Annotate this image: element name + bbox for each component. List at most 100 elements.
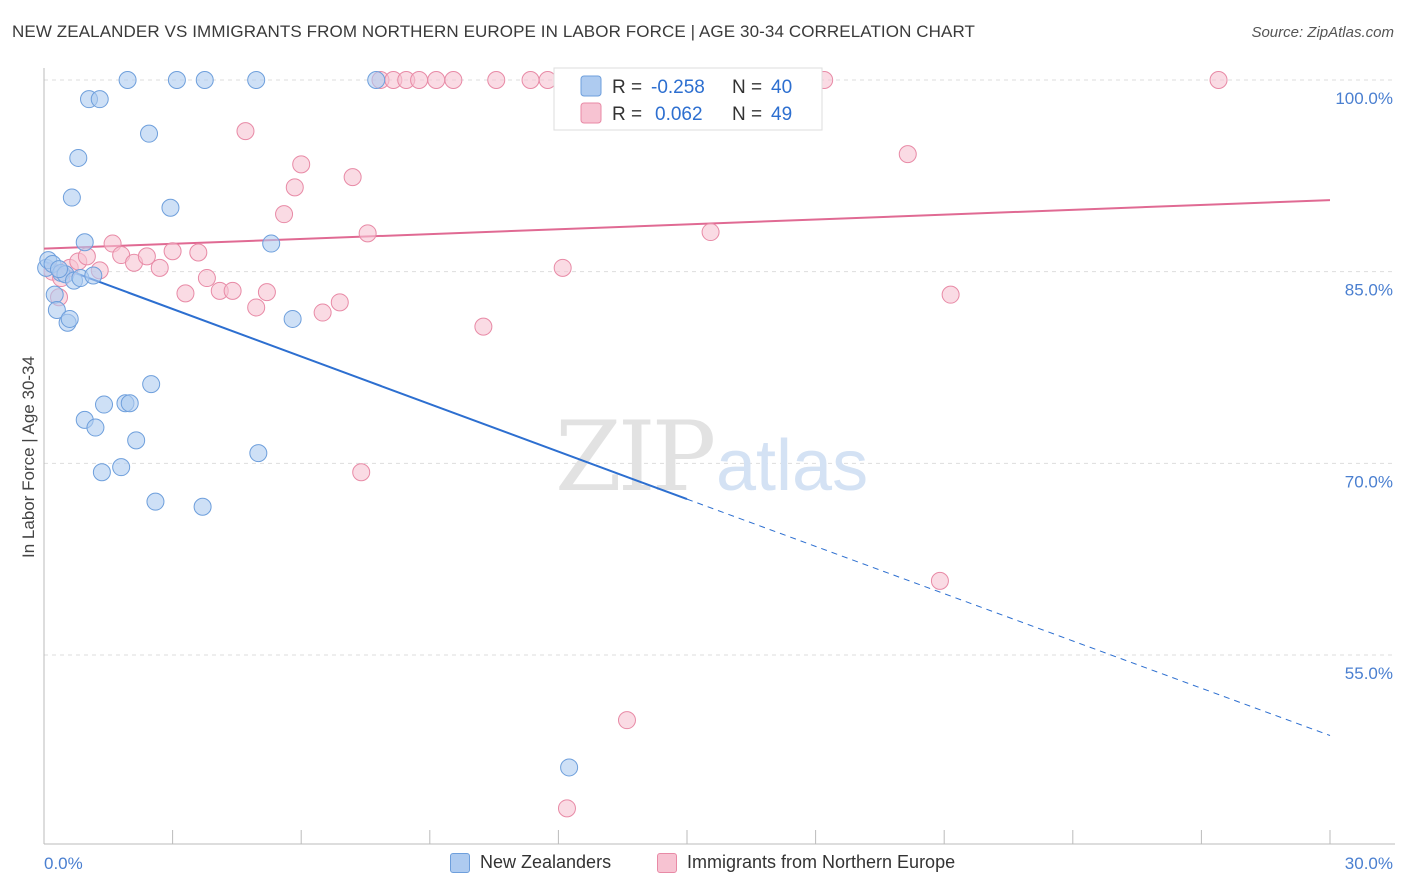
axes [43, 68, 1395, 845]
data-point-new-zealanders [367, 71, 386, 89]
legend-r-value-blue: -0.258 [651, 77, 705, 98]
legend-n-value-blue: 40 [771, 77, 792, 98]
data-point-immigrants-northern-europe [1209, 71, 1228, 89]
data-point-new-zealanders [161, 198, 180, 217]
data-point-new-zealanders [560, 758, 579, 777]
data-point-new-zealanders [62, 188, 81, 207]
legend-r-label-pink: R = [612, 104, 642, 125]
data-point-new-zealanders [50, 260, 69, 279]
data-point-immigrants-northern-europe [941, 285, 960, 304]
gridlines [44, 79, 1395, 656]
data-point-immigrants-northern-europe [427, 71, 446, 89]
data-point-immigrants-northern-europe [313, 303, 332, 322]
data-point-new-zealanders [95, 395, 114, 414]
legend-r-value-pink: 0.062 [655, 104, 703, 125]
series-new-zealanders [37, 71, 579, 777]
watermark-atlas: atlas [716, 426, 868, 506]
y-axis-label: In Labor Force | Age 30-34 [19, 356, 38, 558]
y-tick-label: 70.0% [1345, 472, 1393, 491]
data-point-new-zealanders [69, 148, 88, 167]
data-point-immigrants-northern-europe [410, 71, 429, 89]
legend-swatch-pink [580, 102, 602, 124]
data-point-new-zealanders [90, 90, 109, 109]
data-point-new-zealanders [140, 124, 159, 143]
data-point-new-zealanders [195, 71, 214, 89]
legend-n-label-blue: N = [732, 77, 762, 98]
data-point-immigrants-northern-europe [223, 281, 242, 300]
data-point-new-zealanders [60, 309, 79, 328]
data-point-immigrants-northern-europe [352, 463, 371, 482]
data-point-immigrants-northern-europe [176, 284, 195, 303]
data-point-new-zealanders [262, 234, 281, 253]
data-point-new-zealanders [86, 418, 105, 437]
data-point-new-zealanders [45, 285, 64, 304]
chart-title: NEW ZEALANDER VS IMMIGRANTS FROM NORTHER… [12, 22, 976, 41]
data-point-immigrants-northern-europe [474, 317, 493, 336]
watermark-zip: ZIP [555, 401, 714, 513]
data-point-immigrants-northern-europe [275, 205, 294, 224]
legend-label-immigrants-northern-europe: Immigrants from Northern Europe [687, 852, 956, 872]
data-point-immigrants-northern-europe [521, 71, 540, 89]
data-point-immigrants-northern-europe [701, 223, 720, 242]
data-point-new-zealanders [247, 71, 266, 89]
data-point-new-zealanders [142, 375, 161, 394]
data-point-immigrants-northern-europe [330, 293, 349, 312]
data-point-immigrants-northern-europe [898, 145, 917, 164]
x-tick-label: 0.0% [44, 854, 83, 873]
legend-swatch-blue [580, 75, 602, 97]
legend-r-label-blue: R = [612, 77, 642, 98]
legend-item-immigrants-northern-europe[interactable]: Immigrants from Northern Europe [657, 852, 955, 873]
data-point-new-zealanders [167, 71, 186, 89]
y-tick-labels: 100.0% 85.0% 70.0% 55.0% [1335, 89, 1393, 683]
data-point-new-zealanders [146, 492, 165, 511]
data-point-immigrants-northern-europe [189, 243, 208, 262]
data-point-immigrants-northern-europe [358, 224, 377, 243]
data-point-immigrants-northern-europe [257, 283, 276, 302]
data-point-immigrants-northern-europe [247, 298, 266, 317]
data-point-immigrants-northern-europe [137, 247, 156, 266]
data-point-immigrants-northern-europe [197, 269, 216, 288]
data-point-immigrants-northern-europe [285, 178, 304, 197]
correlation-legend: R = -0.258 N = 40 R = 0.062 N = 49 [553, 67, 823, 131]
data-point-immigrants-northern-europe [487, 71, 506, 89]
data-point-immigrants-northern-europe [444, 71, 463, 89]
legend-n-value-pink: 49 [771, 104, 792, 125]
data-point-immigrants-northern-europe [163, 242, 182, 261]
data-point-new-zealanders [75, 233, 94, 252]
data-point-immigrants-northern-europe [236, 122, 255, 141]
legend-swatch-immigrants-northern-europe [657, 852, 677, 873]
trend-lines [43, 199, 1331, 736]
data-point-new-zealanders [249, 444, 268, 463]
data-point-new-zealanders [92, 463, 111, 482]
x-tick-label: 30.0% [1345, 854, 1393, 873]
data-point-new-zealanders [120, 394, 139, 413]
data-point-new-zealanders [84, 266, 103, 285]
trend-line-new-zealanders [43, 260, 688, 501]
data-point-new-zealanders [193, 497, 212, 516]
data-point-new-zealanders [47, 301, 66, 319]
x-tick-labels: 0.0% 30.0% [44, 854, 1393, 873]
data-point-new-zealanders [283, 309, 302, 328]
data-point-immigrants-northern-europe [343, 168, 362, 187]
y-tick-label: 85.0% [1345, 281, 1393, 300]
trend-line-immigrants-northern-europe [43, 199, 1331, 250]
data-point-new-zealanders [112, 458, 131, 477]
data-point-immigrants-northern-europe [557, 799, 576, 818]
data-point-new-zealanders [127, 431, 146, 450]
source-credit: Source: ZipAtlas.com [1251, 24, 1394, 41]
y-tick-label: 55.0% [1345, 664, 1393, 683]
legend-label-new-zealanders: New Zealanders [480, 852, 612, 872]
watermark: ZIP atlas [555, 401, 868, 513]
data-point-immigrants-northern-europe [617, 711, 636, 730]
series-legend: New Zealanders Immigrants from Northern … [0, 852, 1406, 878]
legend-n-label-pink: N = [732, 104, 762, 125]
legend-item-new-zealanders[interactable]: New Zealanders [450, 852, 611, 873]
data-point-new-zealanders [118, 71, 137, 89]
trend-line-new-zealanders-extrapolated [686, 498, 1331, 736]
data-point-immigrants-northern-europe [553, 258, 572, 277]
data-point-immigrants-northern-europe [292, 155, 311, 174]
data-point-immigrants-northern-europe [930, 571, 949, 590]
legend-swatch-new-zealanders [450, 852, 470, 873]
y-tick-label: 100.0% [1335, 89, 1393, 108]
